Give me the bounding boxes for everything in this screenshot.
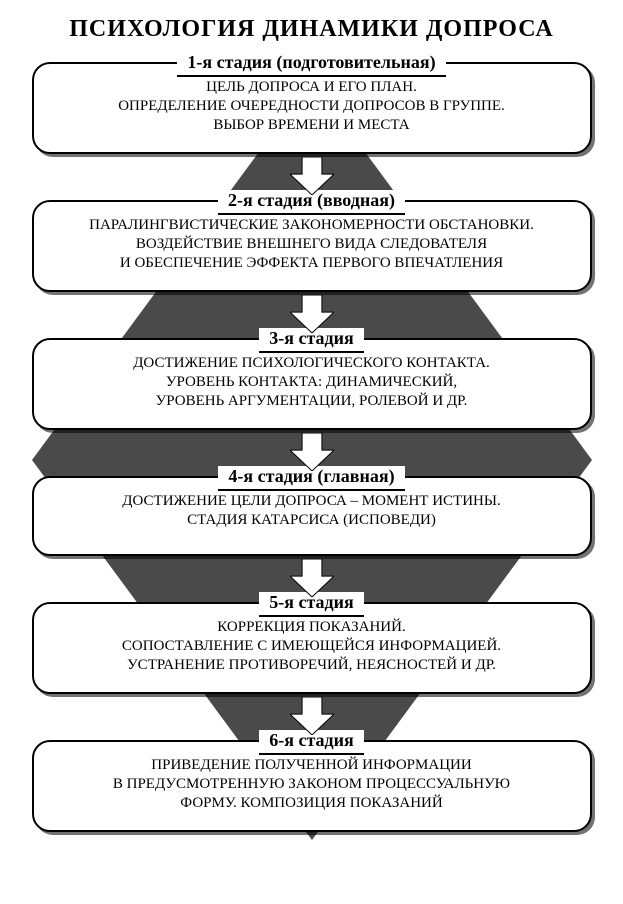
diagram-title: ПСИХОЛОГИЯ ДИНАМИКИ ДОПРОСА (0, 16, 623, 43)
stage-box-4: 4-я стадия (главная)ДОСТИЖЕНИЕ ЦЕЛИ ДОПР… (32, 476, 592, 556)
arrow-down-icon (290, 697, 334, 735)
stage-box-6: 6-я стадияПРИВЕДЕНИЕ ПОЛУЧЕННОЙ ИНФОРМАЦ… (32, 740, 592, 832)
arrow-down-icon (290, 157, 334, 195)
stage-header: 1-я стадия (подготовительная) (177, 52, 445, 77)
stage-box-5: 5-я стадияКОРРЕКЦИЯ ПОКАЗАНИЙ. СОПОСТАВЛ… (32, 602, 592, 694)
stage-box-2: 2-я стадия (вводная)ПАРАЛИНГВИСТИЧЕСКИЕ … (32, 200, 592, 292)
arrow-down-icon (290, 295, 334, 333)
stage-box-3: 3-я стадияДОСТИЖЕНИЕ ПСИХОЛОГИЧЕСКОГО КО… (32, 338, 592, 430)
stage-box-1: 1-я стадия (подготовительная)ЦЕЛЬ ДОПРОС… (32, 62, 592, 154)
arrow-down-icon (290, 433, 334, 471)
arrow-down-icon (290, 559, 334, 597)
